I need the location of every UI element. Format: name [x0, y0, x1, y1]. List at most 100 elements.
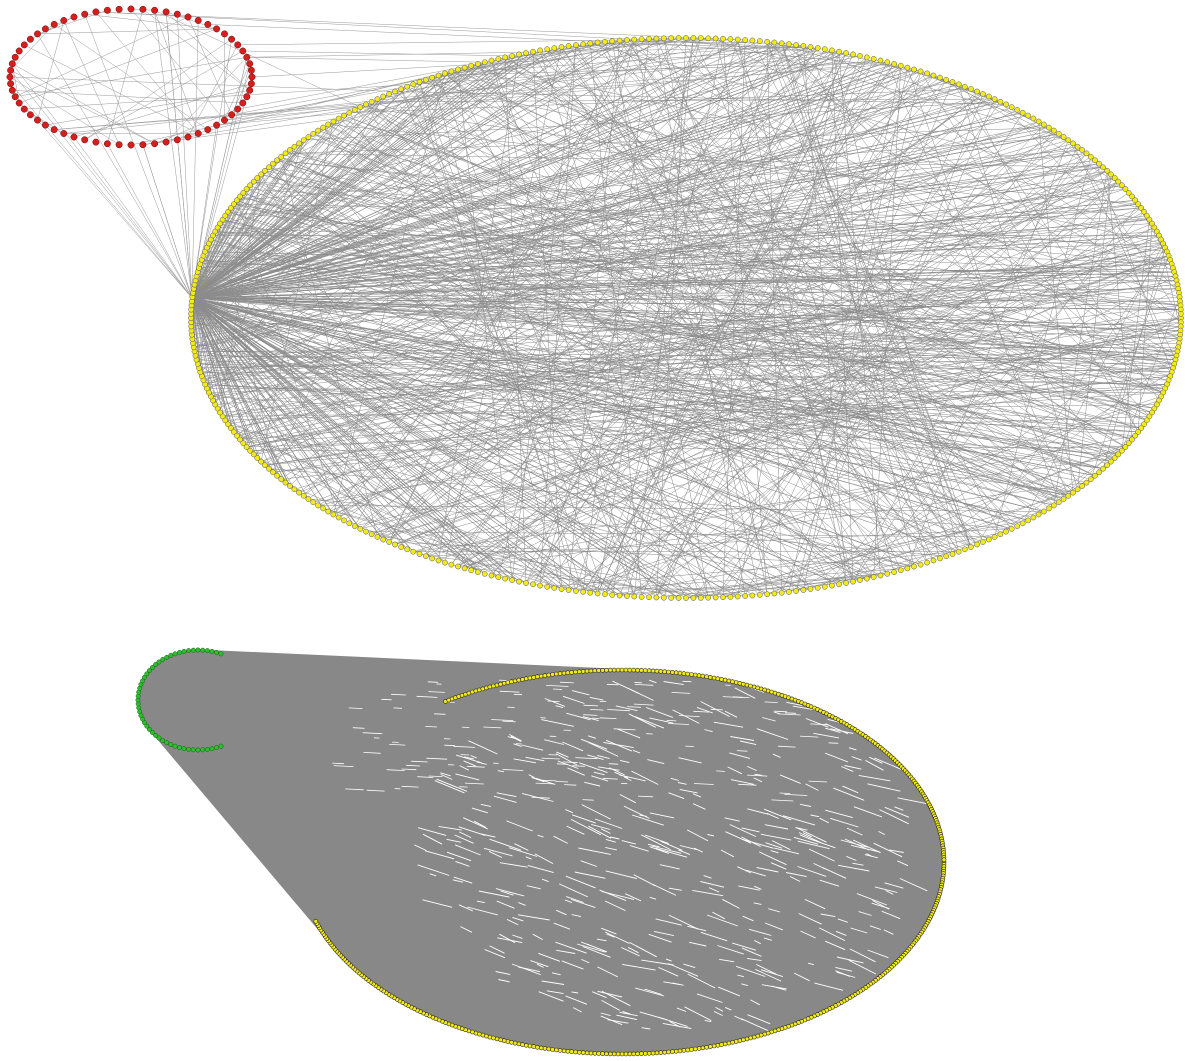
edge: [198, 153, 1087, 269]
node: [690, 595, 697, 601]
node: [696, 1046, 702, 1051]
edge: [191, 177, 1115, 299]
edge: [212, 153, 1087, 236]
node: [502, 54, 509, 61]
node: [730, 679, 735, 685]
edge: [205, 251, 1176, 277]
edge-gap: [621, 840, 636, 845]
node: [1014, 107, 1021, 113]
node: [668, 35, 675, 41]
edge-gap: [713, 1010, 723, 1017]
node: [551, 585, 558, 591]
node: [274, 472, 280, 479]
node: [200, 747, 206, 753]
node: [870, 574, 877, 580]
edge: [190, 42, 775, 315]
edge-gap: [641, 1027, 651, 1030]
edge-gap: [829, 688, 840, 690]
edge-gap: [716, 770, 725, 772]
edge: [250, 446, 1126, 451]
node: [520, 1042, 525, 1047]
edge: [407, 86, 947, 557]
edge: [907, 67, 1060, 503]
edge-gap: [753, 777, 763, 783]
node: [771, 590, 778, 597]
edge-gap: [763, 937, 772, 941]
node: [696, 673, 702, 678]
edge-gap: [708, 887, 720, 893]
node: [204, 648, 210, 654]
edge-gap: [556, 949, 576, 954]
node: [505, 680, 511, 685]
node: [584, 668, 590, 674]
edge-gap: [810, 814, 820, 818]
edge: [575, 568, 908, 592]
edge: [242, 50, 513, 57]
edge: [246, 416, 1150, 448]
edge-gap: [761, 984, 787, 990]
edge: [285, 153, 701, 599]
edge-gap: [704, 1019, 712, 1023]
edge: [37, 119, 193, 299]
edge-gap: [649, 812, 675, 819]
edge: [457, 435, 1136, 567]
node: [468, 567, 475, 574]
edge: [191, 54, 520, 299]
edge-gap: [553, 922, 571, 930]
edge: [191, 297, 485, 575]
edge-gap: [466, 765, 485, 768]
edge-gap: [747, 774, 768, 777]
edge-gap: [564, 899, 572, 904]
edge: [142, 40, 753, 145]
node: [937, 555, 943, 562]
edge: [343, 73, 928, 521]
edge-gap: [786, 872, 807, 878]
node: [604, 667, 609, 673]
edge-gap: [808, 780, 828, 783]
edge-gap: [764, 701, 778, 703]
edge: [338, 118, 915, 567]
edge-gap: [741, 983, 748, 987]
edge: [260, 109, 1018, 462]
node: [240, 440, 247, 447]
edge: [281, 156, 1059, 503]
edge: [198, 207, 1142, 269]
node: [160, 738, 166, 743]
node: [930, 72, 937, 79]
node: [168, 652, 174, 658]
edge: [464, 255, 1169, 569]
edge-gap: [605, 870, 638, 880]
node: [1083, 479, 1090, 486]
edge-gap: [507, 736, 516, 740]
edge-gap: [755, 968, 782, 982]
node: [675, 595, 682, 601]
edge-gap: [572, 1007, 582, 1013]
node: [631, 667, 637, 673]
edge: [328, 124, 972, 548]
top-network-edges: [9, 8, 1182, 599]
edge-gap: [850, 927, 868, 934]
node: [673, 1049, 679, 1054]
edge-gap: [565, 809, 573, 814]
edge: [191, 297, 1012, 530]
node: [756, 38, 763, 44]
edge-gap: [362, 732, 383, 735]
node: [1060, 496, 1067, 502]
node: [991, 96, 998, 102]
node: [227, 205, 234, 211]
edge-gap: [581, 804, 611, 820]
edge-gap: [668, 963, 699, 977]
edge: [10, 24, 55, 71]
edge-gap: [391, 693, 406, 696]
edge-gap: [555, 941, 587, 954]
node: [646, 668, 652, 674]
edge-gap: [867, 783, 901, 792]
edge: [191, 297, 520, 582]
edge-gap: [562, 761, 578, 764]
edge-gap: [531, 776, 545, 783]
edge: [236, 46, 811, 436]
node: [602, 591, 608, 598]
edge: [264, 317, 1182, 466]
edge: [191, 334, 408, 550]
node: [258, 458, 264, 465]
